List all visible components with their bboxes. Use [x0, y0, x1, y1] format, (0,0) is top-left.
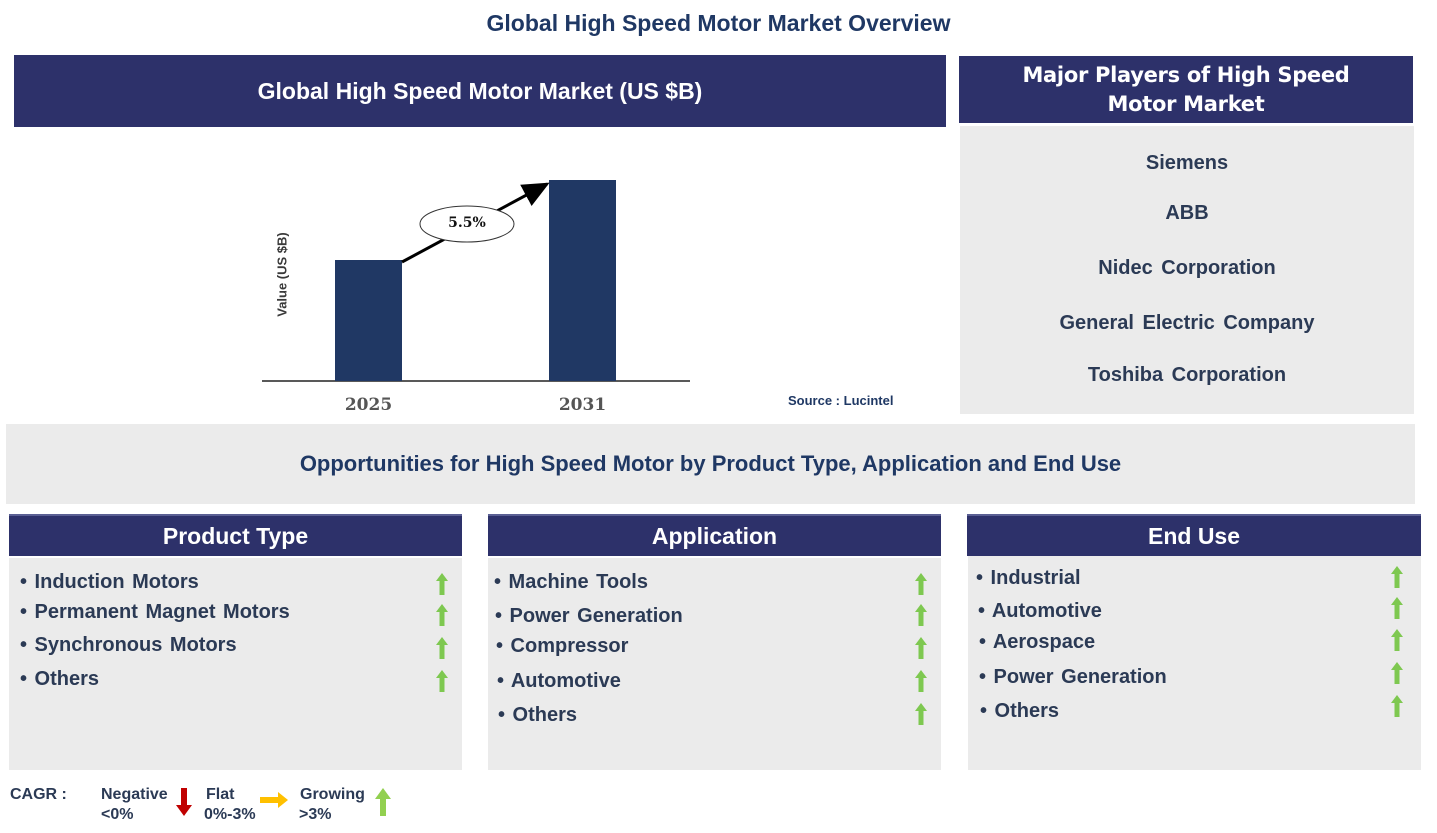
legend-growing-name: Growing: [300, 786, 365, 803]
segment-body-application: • Machine Tools • Power Generation • Com…: [488, 558, 941, 770]
up-arrow-icon: [436, 637, 448, 659]
players-header: Major Players of High Speed Motor Market: [959, 56, 1413, 123]
source-note: Source : Lucintel: [788, 393, 894, 408]
players-list: Siemens ABB Nidec Corporation General El…: [960, 126, 1414, 414]
player-item: General Electric Company: [1059, 312, 1315, 334]
up-arrow-icon: [915, 573, 927, 595]
up-arrow-icon: [915, 670, 927, 692]
up-arrow-icon: [1391, 662, 1403, 684]
list-item: • Others: [20, 668, 100, 690]
list-item: • Automotive: [978, 600, 1102, 622]
bar-2031: [549, 180, 616, 381]
legend-growing-range: >3%: [299, 806, 332, 823]
list-item: • Automotive: [497, 670, 621, 692]
up-arrow-icon: [915, 604, 927, 626]
list-item: • Industrial: [976, 567, 1081, 589]
player-item: Nidec Corporation: [1098, 257, 1276, 279]
segment-body-product-type: • Induction Motors • Permanent Magnet Mo…: [9, 558, 462, 770]
segment-header-end-use: End Use: [967, 514, 1421, 556]
up-arrow-icon: [436, 573, 448, 595]
up-arrow-icon: [1391, 566, 1403, 588]
chart-graphics: [262, 180, 690, 382]
list-item: • Machine Tools: [494, 571, 648, 593]
opportunities-banner: Opportunities for High Speed Motor by Pr…: [6, 424, 1415, 504]
segment-header-application: Application: [488, 514, 941, 556]
legend-flat-range: 0%-3%: [204, 806, 256, 823]
cagr-label: 5.5%: [448, 215, 486, 231]
list-item: • Power Generation: [495, 605, 683, 627]
up-arrow-icon: [1391, 629, 1403, 651]
player-item: Toshiba Corporation: [1087, 364, 1287, 386]
up-arrow-icon: [1391, 695, 1403, 717]
up-arrow-icon: [436, 670, 448, 692]
list-item: • Permanent Magnet Motors: [20, 601, 290, 623]
legend-negative-name: Negative: [101, 786, 168, 803]
legend-label: CAGR :: [10, 786, 67, 803]
y-axis-label: Value (US $B): [274, 232, 290, 317]
up-arrow-icon: [915, 703, 927, 725]
list-item: • Power Generation: [979, 666, 1167, 688]
legend-flat-name: Flat: [206, 786, 235, 803]
cagr-ellipse: [419, 205, 515, 243]
legend-negative-range: <0%: [101, 806, 134, 823]
page-title: Global High Speed Motor Market Overview: [486, 10, 951, 36]
segment-header-product-type: Product Type: [9, 514, 462, 556]
x-tick-2031: 2031: [558, 395, 607, 415]
right-arrow-icon: [260, 792, 288, 808]
down-arrow-icon: [176, 788, 192, 816]
list-item: • Compressor: [496, 635, 629, 657]
list-item: • Others: [498, 704, 578, 726]
up-arrow-icon: [375, 788, 391, 816]
player-item: Siemens: [1145, 152, 1229, 174]
list-item: • Others: [980, 700, 1060, 722]
bar-2025: [335, 260, 402, 381]
list-item: • Synchronous Motors: [20, 634, 237, 656]
x-tick-2025: 2025: [344, 395, 393, 415]
segment-body-end-use: • Industrial • Automotive • Aerospace • …: [968, 556, 1421, 770]
player-item: ABB: [1165, 202, 1209, 224]
list-item: • Aerospace: [979, 631, 1096, 653]
up-arrow-icon: [915, 637, 927, 659]
chart-header: Global High Speed Motor Market (US $B): [14, 55, 946, 127]
up-arrow-icon: [1391, 597, 1403, 619]
list-item: • Induction Motors: [20, 571, 199, 593]
up-arrow-icon: [436, 604, 448, 626]
